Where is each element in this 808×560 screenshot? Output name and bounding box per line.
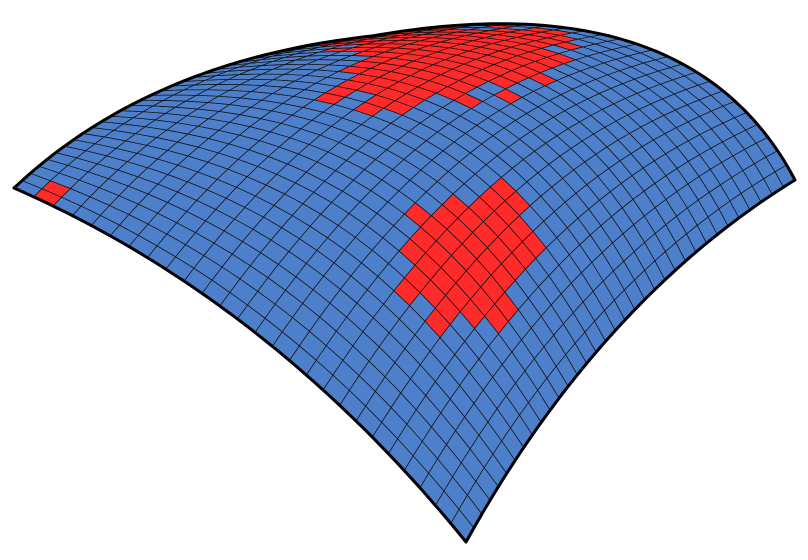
- surface-panels: [13, 23, 796, 543]
- surface-outline: [12, 22, 797, 544]
